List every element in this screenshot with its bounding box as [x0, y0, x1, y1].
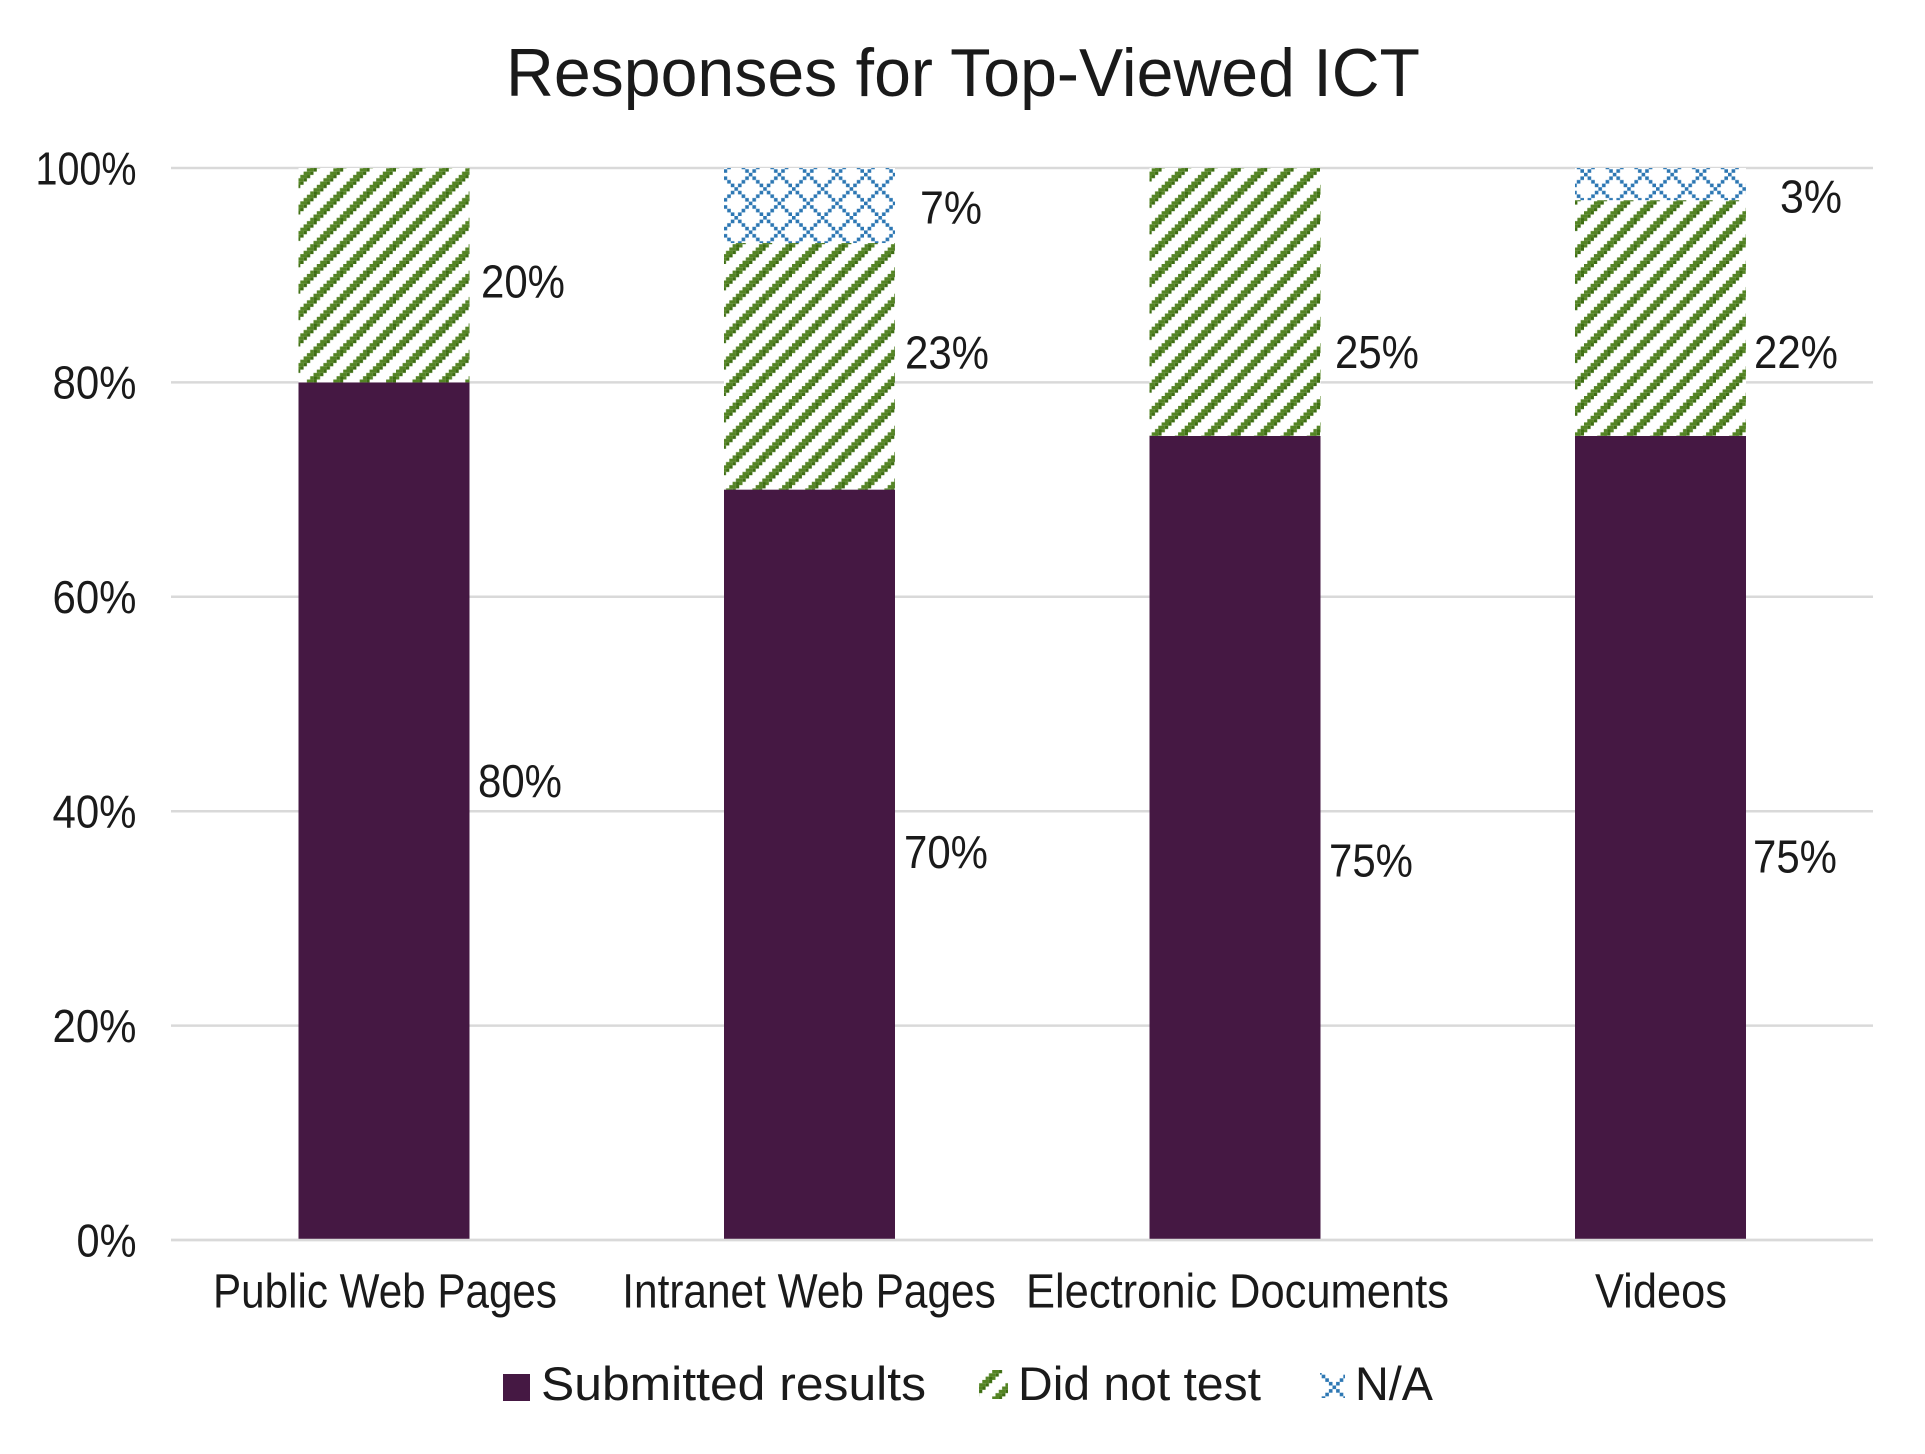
svg-text:Submitted results: Submitted results: [541, 1358, 926, 1411]
svg-text:20%: 20%: [481, 256, 565, 308]
svg-text:Responses for Top-Viewed ICT: Responses for Top-Viewed ICT: [506, 36, 1420, 111]
svg-text:3%: 3%: [1780, 171, 1842, 223]
svg-text:Electronic Documents: Electronic Documents: [1026, 1266, 1449, 1319]
svg-text:70%: 70%: [904, 826, 988, 878]
svg-text:80%: 80%: [478, 755, 562, 807]
svg-text:Intranet Web Pages: Intranet Web Pages: [622, 1266, 996, 1319]
svg-text:75%: 75%: [1329, 835, 1413, 887]
svg-text:0%: 0%: [77, 1214, 137, 1266]
svg-text:Videos: Videos: [1595, 1266, 1727, 1319]
svg-text:23%: 23%: [905, 327, 989, 379]
svg-text:25%: 25%: [1335, 326, 1419, 378]
svg-text:40%: 40%: [53, 786, 137, 838]
svg-text:7%: 7%: [920, 181, 982, 233]
svg-text:N/A: N/A: [1355, 1358, 1433, 1411]
svg-text:Did not test: Did not test: [1018, 1358, 1261, 1411]
svg-text:80%: 80%: [53, 357, 137, 409]
svg-text:60%: 60%: [53, 571, 137, 623]
svg-text:20%: 20%: [53, 1000, 137, 1052]
svg-text:100%: 100%: [36, 142, 137, 194]
svg-text:Public Web Pages: Public Web Pages: [213, 1266, 557, 1319]
svg-text:75%: 75%: [1753, 830, 1837, 882]
svg-text:22%: 22%: [1754, 326, 1838, 378]
